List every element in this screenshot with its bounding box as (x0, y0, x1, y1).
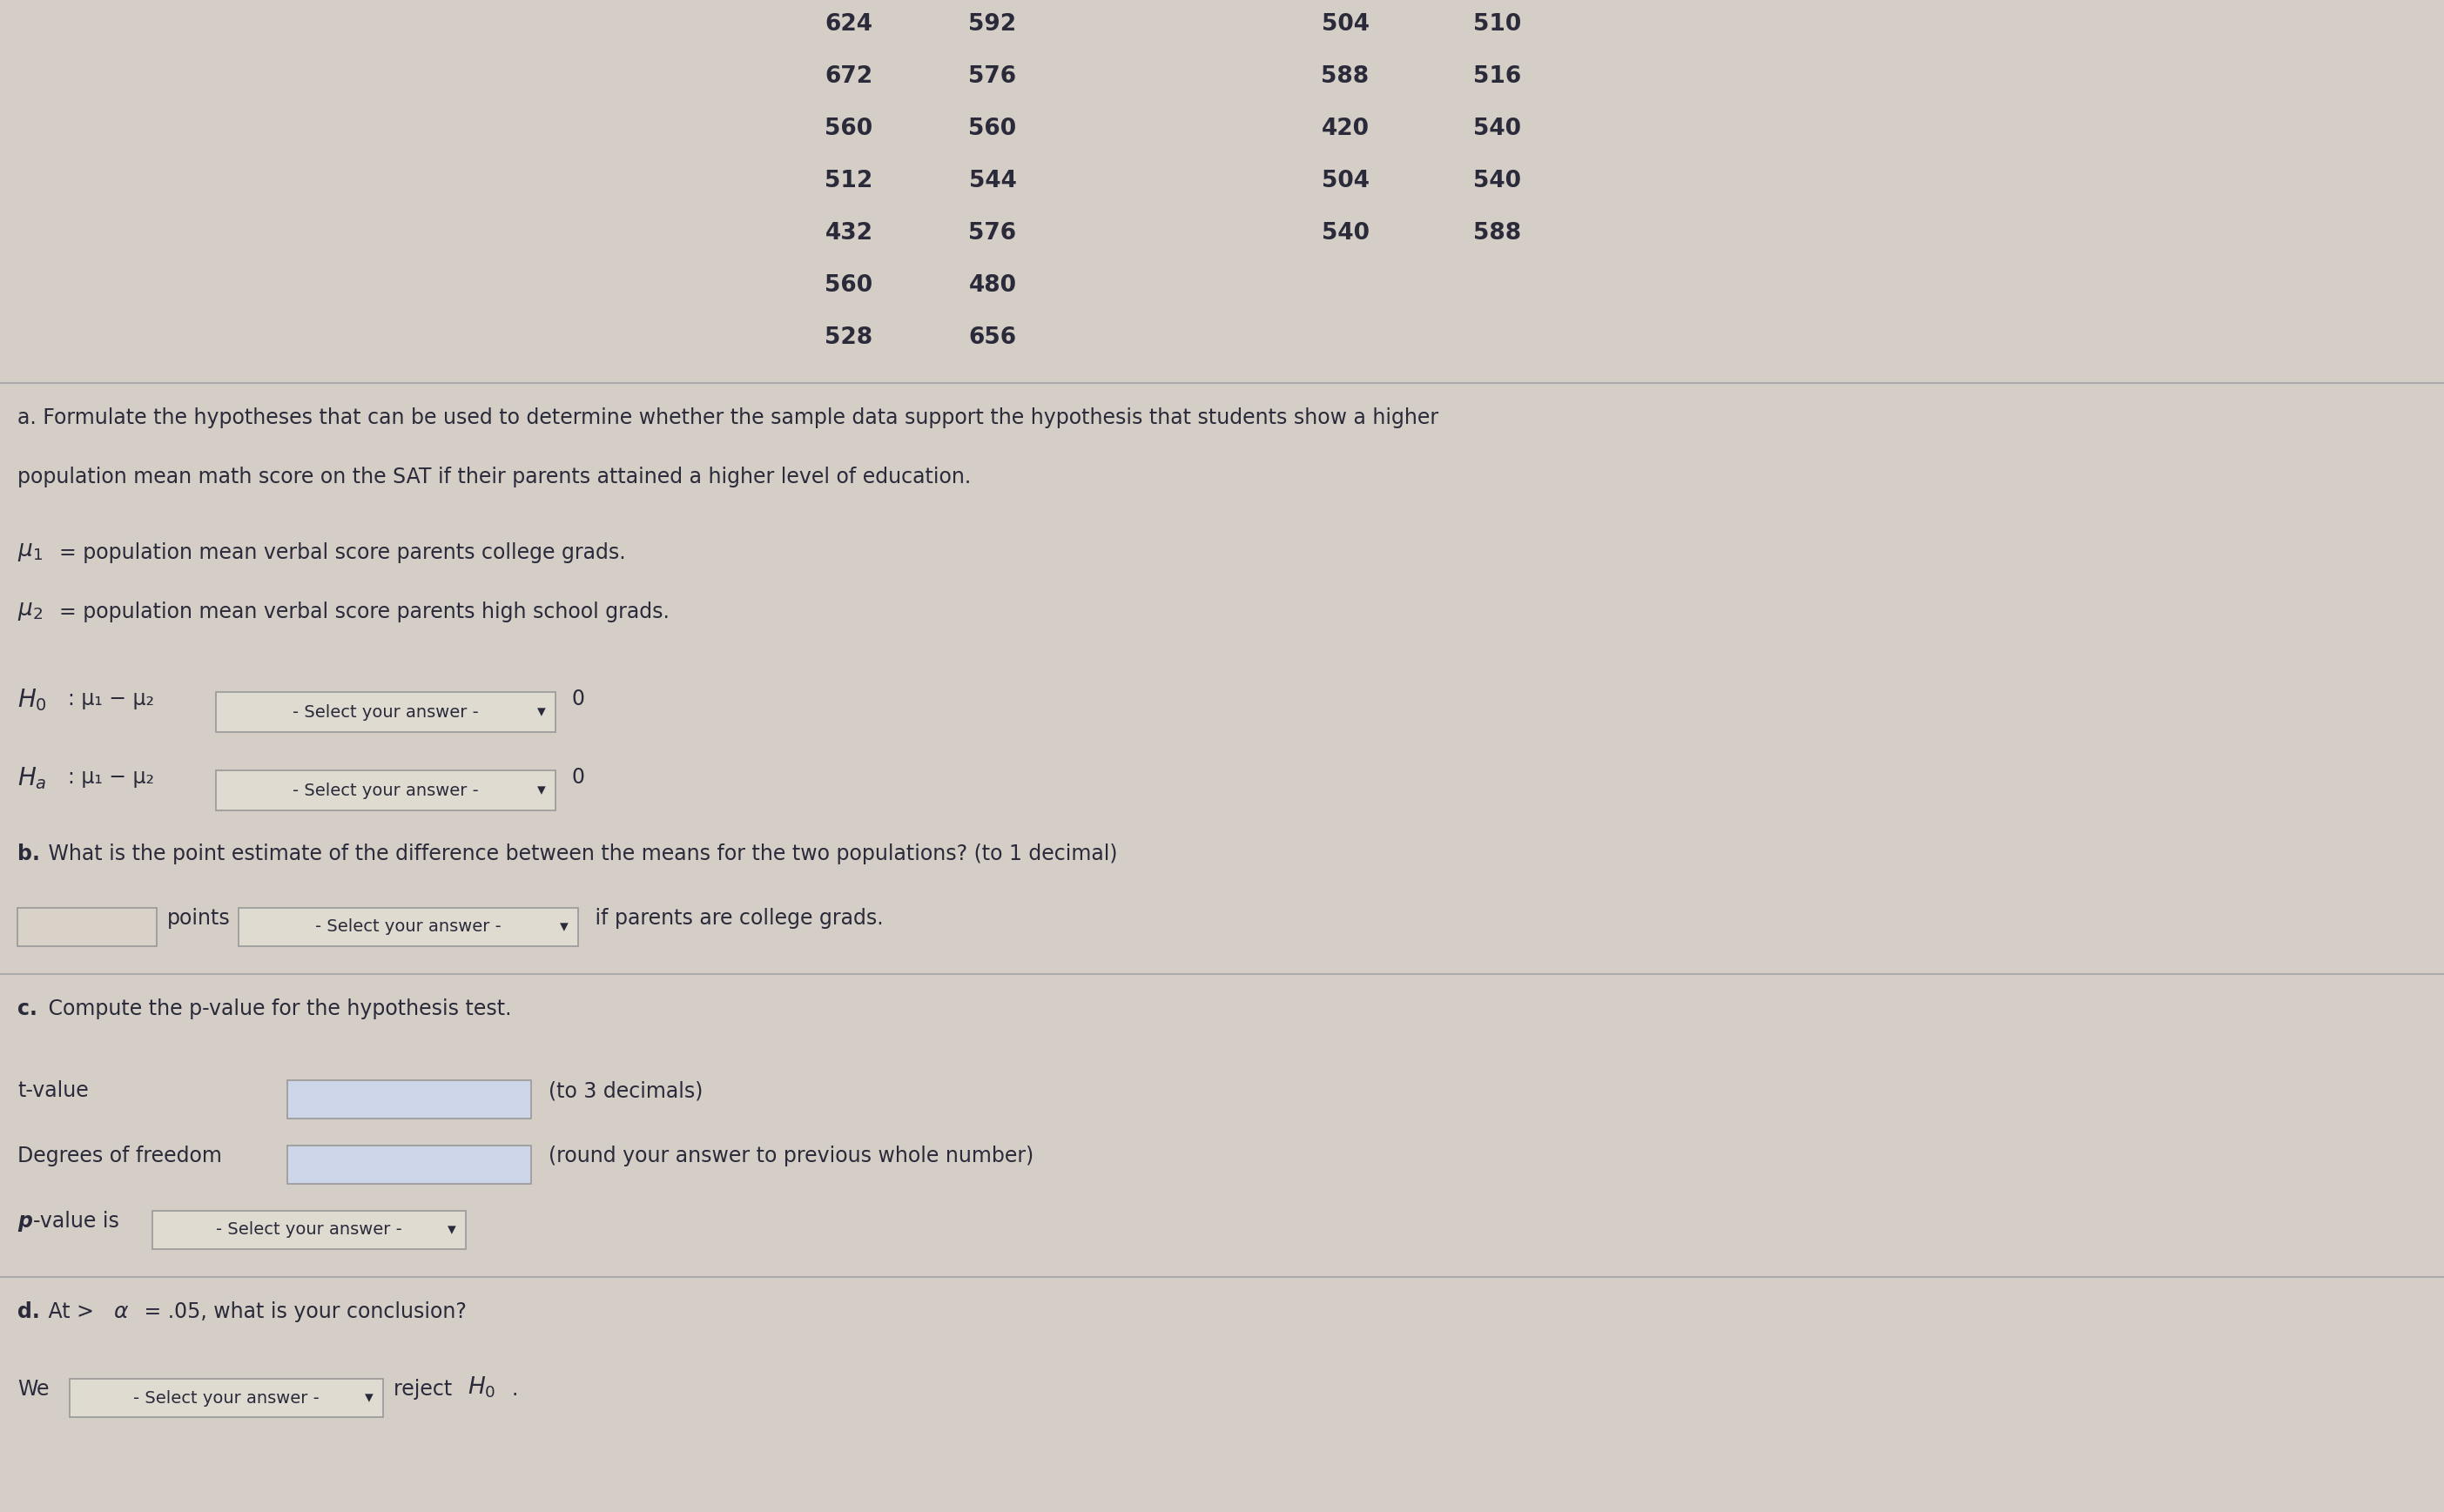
Text: c.: c. (17, 998, 37, 1019)
Text: 512: 512 (826, 169, 873, 192)
Text: 432: 432 (826, 222, 873, 245)
Text: $\mu_2$: $\mu_2$ (17, 600, 44, 623)
Text: ▾: ▾ (364, 1390, 374, 1406)
Text: $\mu_1$: $\mu_1$ (17, 541, 44, 562)
Text: 592: 592 (968, 14, 1017, 36)
FancyBboxPatch shape (215, 692, 555, 732)
Text: 560: 560 (968, 118, 1017, 141)
Text: 504: 504 (1322, 14, 1369, 36)
Text: 656: 656 (968, 327, 1017, 349)
Text: 576: 576 (968, 65, 1017, 88)
Text: 528: 528 (826, 327, 873, 349)
Text: = population mean verbal score parents high school grads.: = population mean verbal score parents h… (59, 602, 670, 623)
Text: -value is: -value is (34, 1211, 120, 1232)
FancyBboxPatch shape (288, 1146, 530, 1184)
Text: 480: 480 (968, 274, 1017, 296)
Text: $H_0$: $H_0$ (17, 686, 46, 712)
Text: 588: 588 (1322, 65, 1369, 88)
Text: .: . (511, 1379, 518, 1400)
FancyBboxPatch shape (215, 770, 555, 810)
Text: Compute the p-value for the hypothesis test.: Compute the p-value for the hypothesis t… (42, 998, 511, 1019)
Text: = population mean verbal score parents college grads.: = population mean verbal score parents c… (59, 543, 626, 562)
Text: (round your answer to previous whole number): (round your answer to previous whole num… (547, 1146, 1034, 1166)
Text: We: We (17, 1379, 49, 1400)
Text: population mean math score on the SAT if their parents attained a higher level o: population mean math score on the SAT if… (17, 467, 970, 487)
Text: b.: b. (17, 844, 39, 865)
Text: 576: 576 (968, 222, 1017, 245)
Text: 0: 0 (572, 688, 584, 709)
Text: 540: 540 (1474, 169, 1523, 192)
FancyBboxPatch shape (288, 1080, 530, 1119)
Text: At >: At > (42, 1302, 93, 1321)
Text: What is the point estimate of the difference between the means for the two popul: What is the point estimate of the differ… (42, 844, 1117, 865)
Text: p: p (17, 1211, 32, 1232)
FancyBboxPatch shape (152, 1211, 467, 1249)
Text: : μ₁ − μ₂: : μ₁ − μ₂ (68, 767, 154, 788)
Text: 544: 544 (968, 169, 1017, 192)
Text: d.: d. (17, 1302, 39, 1321)
Text: 540: 540 (1474, 118, 1523, 141)
FancyBboxPatch shape (17, 907, 156, 947)
Text: reject: reject (393, 1379, 459, 1400)
Text: points: points (166, 907, 230, 928)
Text: 560: 560 (826, 274, 873, 296)
Text: Degrees of freedom: Degrees of freedom (17, 1146, 222, 1166)
Text: : μ₁ − μ₂: : μ₁ − μ₂ (68, 688, 154, 709)
Text: - Select your answer -: - Select your answer - (134, 1390, 320, 1406)
Text: 560: 560 (826, 118, 873, 141)
Text: - Select your answer -: - Select your answer - (293, 703, 479, 720)
FancyBboxPatch shape (240, 907, 579, 947)
Text: ▾: ▾ (538, 782, 545, 798)
FancyBboxPatch shape (71, 1379, 384, 1417)
Text: t-value: t-value (17, 1080, 88, 1101)
Text: $\alpha$: $\alpha$ (112, 1302, 130, 1321)
Text: a. Formulate the hypotheses that can be used to determine whether the sample dat: a. Formulate the hypotheses that can be … (17, 407, 1440, 428)
Text: if parents are college grads.: if parents are college grads. (589, 907, 882, 928)
Text: ▾: ▾ (447, 1222, 457, 1238)
Text: - Select your answer -: - Select your answer - (293, 782, 479, 798)
Text: $H_0$: $H_0$ (467, 1376, 496, 1400)
Text: 540: 540 (1322, 222, 1369, 245)
Text: (to 3 decimals): (to 3 decimals) (547, 1080, 704, 1101)
Text: = .05, what is your conclusion?: = .05, what is your conclusion? (137, 1302, 467, 1321)
Text: 672: 672 (826, 65, 873, 88)
Text: 420: 420 (1322, 118, 1369, 141)
Text: 504: 504 (1322, 169, 1369, 192)
Text: - Select your answer -: - Select your answer - (215, 1222, 403, 1238)
Text: 516: 516 (1474, 65, 1523, 88)
Text: - Select your answer -: - Select your answer - (315, 919, 501, 936)
Text: ▾: ▾ (560, 919, 569, 936)
Text: ▾: ▾ (538, 703, 545, 720)
Text: 0: 0 (572, 767, 584, 788)
Text: $H_a$: $H_a$ (17, 765, 46, 791)
Text: 624: 624 (826, 14, 873, 36)
Text: 588: 588 (1474, 222, 1523, 245)
Text: 510: 510 (1474, 14, 1523, 36)
